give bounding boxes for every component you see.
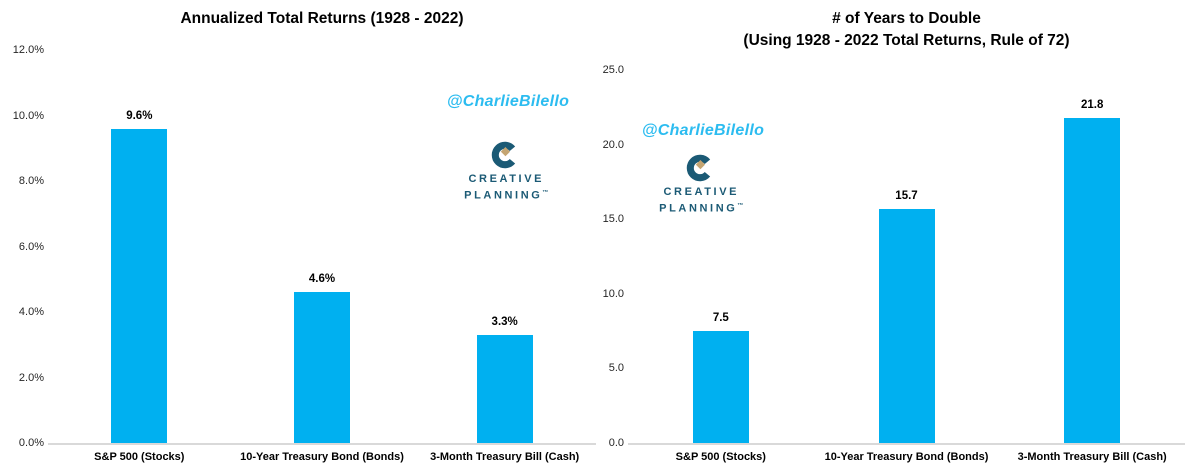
y-axis-tick-label: 12.0% — [12, 44, 44, 56]
bar-1 — [692, 331, 749, 443]
creative-planning-logo: CREATIVE PLANNING™ — [445, 140, 565, 203]
bar-value-label: 9.6% — [126, 109, 153, 122]
bar-3 — [476, 334, 533, 443]
x-axis-category-label: 10-Year Treasury Bond (Bonds) — [240, 451, 404, 463]
x-axis-category-label: 3-Month Treasury Bill (Cash) — [1017, 451, 1167, 463]
x-axis-category-label: S&P 500 (Stocks) — [675, 451, 766, 463]
chart-years-to-double: # of Years to Double (Using 1928 - 2022 … — [600, 0, 1200, 476]
watermark-charliebilello: @CharlieBilello — [446, 93, 570, 110]
logo-word-creative: CREATIVE — [468, 173, 545, 185]
y-axis-tick-label: 10.0 — [602, 287, 624, 300]
y-axis-tick-label: 15.0 — [602, 213, 624, 226]
creative-planning-c-icon — [686, 154, 711, 182]
y-axis-tick-label: 20.0 — [602, 138, 624, 151]
chart-title-block: # of Years to Double (Using 1928 - 2022 … — [628, 8, 1185, 52]
y-axis-tick-label: 10.0% — [12, 109, 44, 122]
chart-title-block: Annualized Total Returns (1928 - 2022) — [48, 8, 596, 30]
creative-planning-logo: CREATIVE PLANNING™ — [640, 153, 760, 216]
y-axis-tick-label: 0.0 — [608, 437, 624, 449]
logo-word-planning-text: PLANNING — [464, 189, 543, 202]
bar-value-label: 21.8 — [1080, 98, 1104, 111]
y-axis-tick-label: 6.0% — [18, 240, 44, 253]
logo-word-planning: PLANNING™ — [462, 187, 549, 203]
bar-value-label: 3.3% — [491, 315, 518, 328]
chart-subtitle: (Using 1928 - 2022 Total Returns, Rule o… — [743, 32, 1070, 49]
bar-1 — [111, 128, 168, 443]
y-axis-tick-label: 4.0% — [18, 306, 44, 318]
bar-value-label: 15.7 — [895, 189, 918, 202]
logo-word-creative: CREATIVE — [663, 186, 740, 198]
logo-word-planning: PLANNING™ — [657, 200, 744, 216]
chart-annualized-returns: Annualized Total Returns (1928 - 2022) 0… — [12, 8, 596, 463]
x-axis-category-label: S&P 500 (Stocks) — [94, 451, 185, 463]
bar-value-label: 4.6% — [308, 273, 336, 286]
x-axis-line — [628, 443, 1185, 445]
y-axis-tick-label: 8.0% — [18, 175, 44, 187]
chart-title: # of Years to Double — [832, 10, 981, 27]
y-axis-tick-label: 0.0% — [18, 437, 44, 449]
y-axis-tick-label: 5.0 — [608, 362, 624, 375]
chart-title: Annualized Total Returns (1928 - 2022) — [180, 10, 464, 27]
x-axis-category-label: 10-Year Treasury Bond (Bonds) — [824, 451, 989, 463]
y-axis-tick-label: 2.0% — [18, 371, 44, 384]
logo-trademark-mark: ™ — [737, 202, 744, 209]
creative-planning-c-icon — [491, 141, 516, 169]
bar-3 — [1064, 117, 1121, 443]
logo-trademark-mark: ™ — [542, 189, 549, 196]
watermark-charliebilello: @CharlieBilello — [641, 122, 765, 139]
logo-word-planning-text: PLANNING — [659, 202, 738, 215]
x-axis-category-label: 3-Month Treasury Bill (Cash) — [430, 451, 580, 463]
bar-value-label: 7.5 — [712, 312, 729, 325]
y-axis-tick-label: 25.0 — [602, 64, 624, 76]
bar-2 — [294, 292, 350, 443]
x-axis-line — [48, 443, 596, 445]
bar-2 — [878, 208, 935, 443]
